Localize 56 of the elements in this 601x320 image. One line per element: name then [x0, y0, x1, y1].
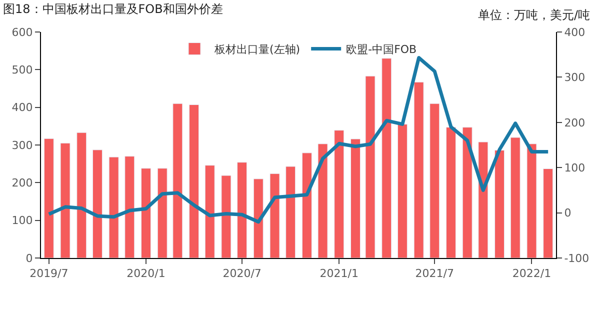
bar [124, 156, 135, 258]
line-series [47, 56, 550, 224]
bar [237, 162, 248, 258]
y2-tick-label: -100 [564, 252, 590, 265]
x-tick-label: 2021/1 [320, 267, 358, 280]
y-tick-label: 100 [12, 214, 33, 228]
bar [414, 82, 424, 258]
y2-tick-label: 200 [564, 116, 586, 130]
bar [60, 142, 70, 258]
y-tick-label: 200 [12, 176, 33, 190]
x-tick-label: 2020/7 [222, 267, 262, 280]
bar [446, 127, 456, 258]
bar [365, 76, 376, 258]
bar [172, 103, 183, 258]
y-tick-label: 400 [12, 101, 33, 114]
bar [478, 142, 488, 258]
bar [286, 166, 296, 258]
legend-label: 板材出口量(左轴) [214, 43, 300, 56]
bar [108, 156, 119, 258]
x-tick-label: 2020/1 [126, 267, 166, 280]
bar [221, 175, 232, 258]
bar [430, 103, 440, 258]
bar [253, 178, 264, 258]
y2-tick-label: 300 [564, 71, 586, 84]
bar [510, 137, 520, 258]
bar [204, 165, 215, 258]
chart-title: 图18：中国板材出口量及FOB和国外价差 [3, 2, 223, 16]
bar [270, 173, 280, 258]
text: 单位：万吨，美元/吨 [478, 8, 590, 22]
y-tick-label: 0 [26, 252, 33, 265]
bar [76, 132, 87, 258]
x-tick-label: 2022/1 [512, 267, 552, 280]
bar [494, 150, 505, 258]
bar [462, 127, 472, 258]
bar [302, 152, 312, 258]
y2-tick-label: 400 [564, 26, 586, 39]
bar [44, 138, 54, 258]
bar [141, 168, 151, 258]
y2-tick-label: 100 [564, 161, 586, 174]
x-tick-label: 2019/7 [30, 267, 68, 280]
bar [334, 130, 344, 258]
bar [397, 124, 408, 258]
legend-label: 欧盟-中国FOB [346, 43, 417, 56]
bar [526, 144, 537, 258]
y-tick-label: 300 [12, 138, 33, 152]
bar [318, 144, 328, 258]
bar [189, 104, 200, 258]
x-tick-label: 2021/7 [415, 267, 454, 280]
y-tick-label: 600 [12, 26, 33, 39]
bar [543, 168, 554, 258]
y2-tick-label: 0 [564, 206, 572, 220]
bar [350, 138, 360, 258]
bar [157, 168, 168, 258]
bar [382, 58, 392, 258]
bar [92, 150, 102, 258]
y-tick-label: 500 [12, 64, 33, 77]
